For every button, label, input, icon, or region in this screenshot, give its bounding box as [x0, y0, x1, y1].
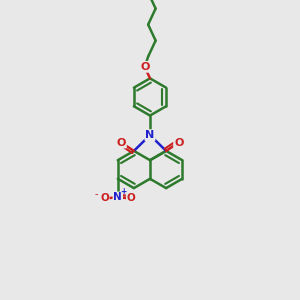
Text: +: +	[120, 187, 126, 196]
Text: O: O	[127, 193, 136, 203]
Text: N: N	[113, 192, 122, 203]
Text: O: O	[141, 62, 150, 72]
Text: O: O	[100, 193, 109, 203]
Text: O: O	[117, 137, 126, 148]
Text: O: O	[174, 137, 183, 148]
Text: N: N	[146, 130, 154, 140]
Text: -: -	[95, 189, 98, 199]
